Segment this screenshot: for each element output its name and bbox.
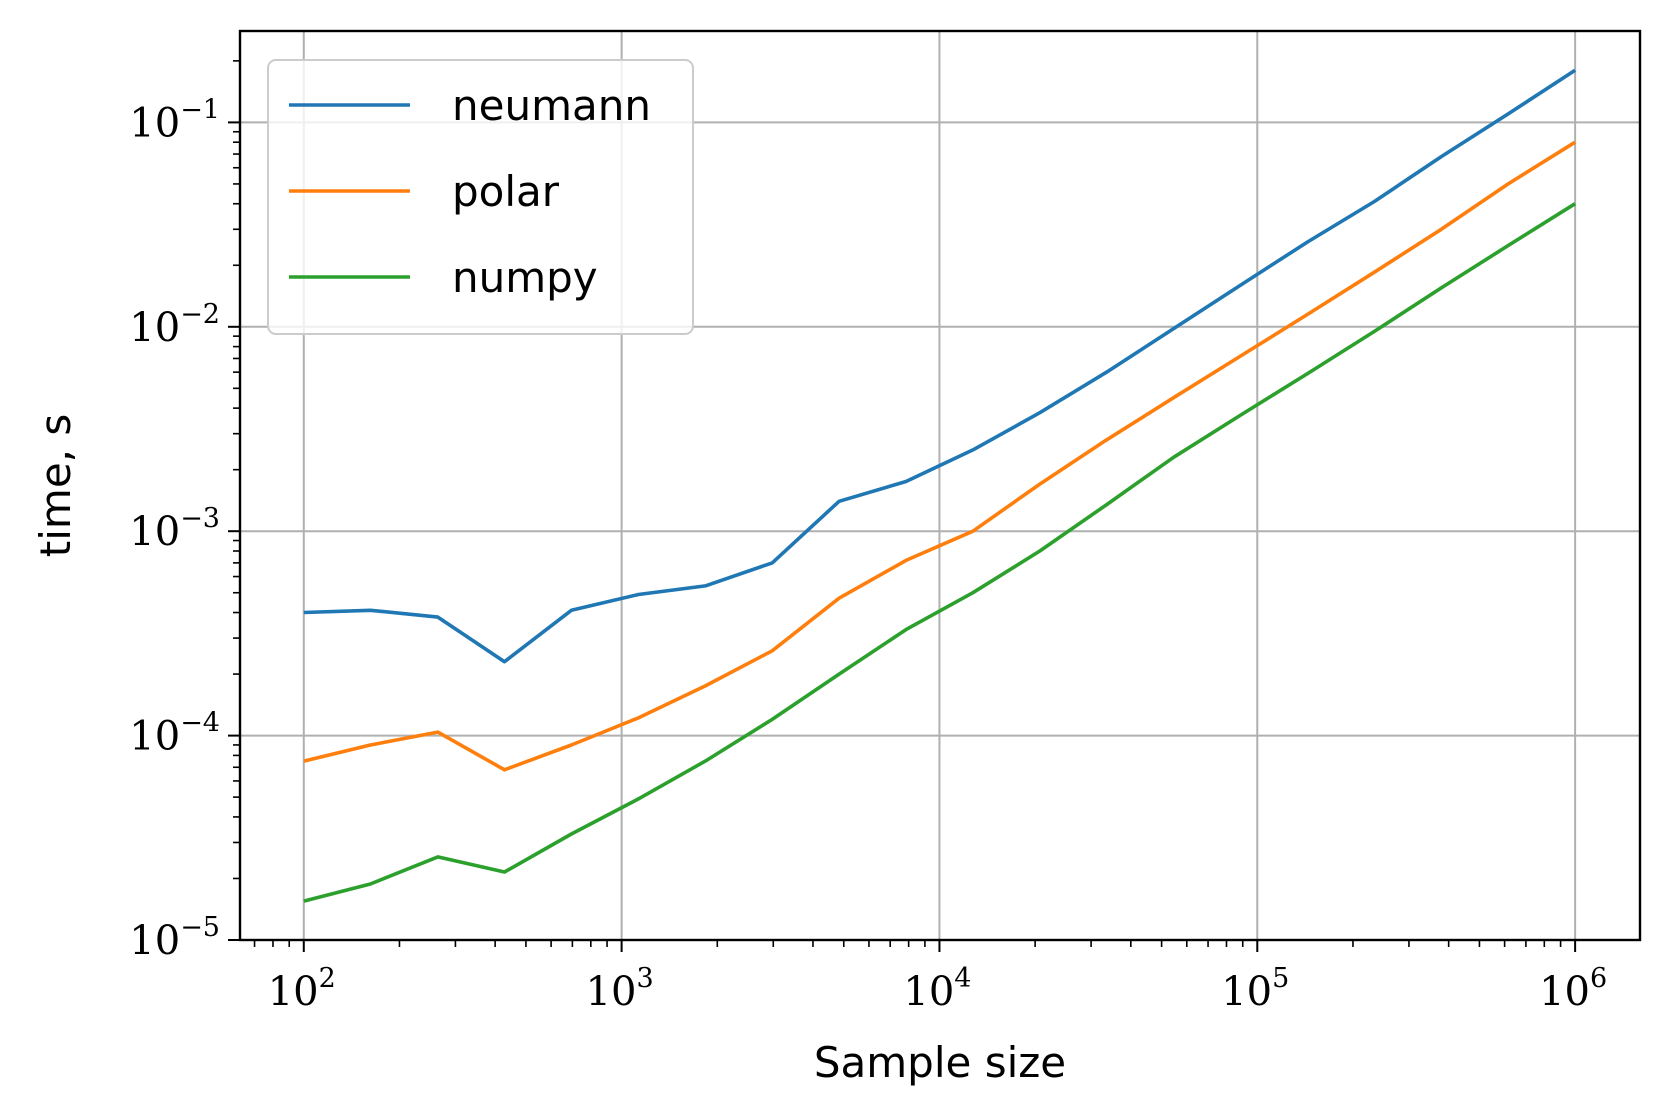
series-line-neumann [303,68,1577,664]
y-tick-label: 10−3 [129,503,220,555]
y-axis-label: time, s [31,414,80,557]
legend-box [267,59,694,335]
y-tick-label: 10−1 [129,94,220,146]
y-tick-label: 10−4 [129,708,220,760]
x-tick-label: 105 [1221,963,1289,1015]
x-tick-label: 103 [586,963,654,1015]
axis-ticks: 102 103 104 105 106 10−1 10−2 10−3 10−4 10−5 [129,60,1607,1015]
legend: neumann polar numpy [267,59,694,335]
x-tick-label: 104 [903,963,971,1015]
series-line-polar [303,140,1577,772]
x-tick-label: 102 [268,963,336,1015]
series-line-numpy [303,202,1577,903]
legend-label-numpy: numpy [452,253,598,302]
series-lines [303,68,1577,903]
y-tick-label: 10−5 [129,912,220,964]
x-tick-label: 106 [1539,963,1607,1015]
x-axis-label: Sample size [814,1038,1066,1087]
legend-label-neumann: neumann [452,81,651,130]
legend-label-polar: polar [452,167,560,216]
y-tick-label: 10−2 [129,299,220,351]
